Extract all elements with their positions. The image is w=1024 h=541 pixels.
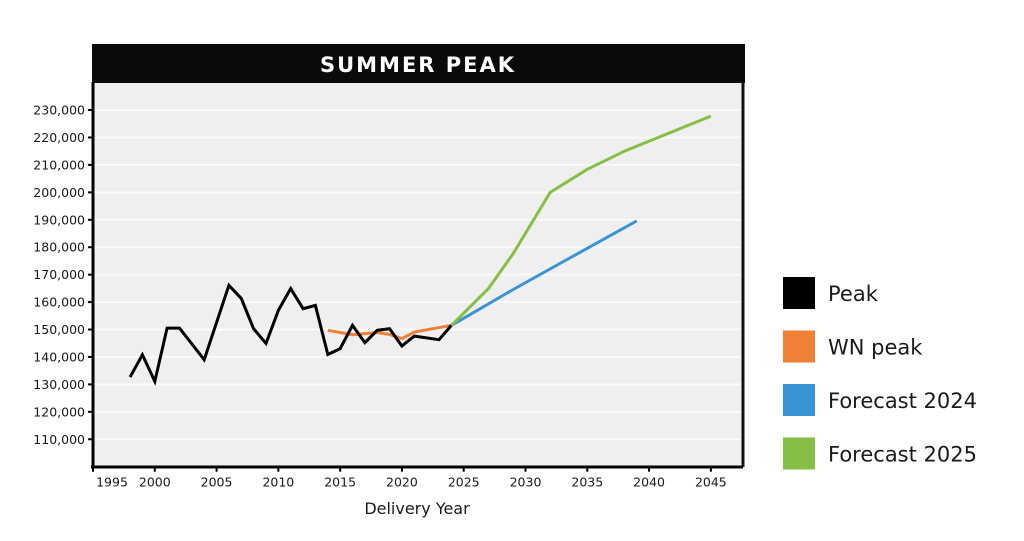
legend-label: WN peak [828,336,923,360]
x-tick-label: 2000 [139,475,171,490]
x-tick-label: 2030 [510,475,542,490]
y-tick-label: 210,000 [33,157,85,172]
legend: Peak WN peak Forecast 2024 Forecast 2025 [783,277,977,470]
grid [93,109,743,441]
title-bar [92,44,745,83]
y-tick-label: 180,000 [33,240,85,255]
y-tick-label: 140,000 [33,349,85,364]
x-tick-label: 2035 [571,475,603,490]
series-line-peak [128,282,453,386]
series-group [128,114,712,386]
legend-swatch [783,384,815,416]
y-tick-label: 150,000 [33,322,85,337]
x-tick-label: 2040 [633,475,665,490]
y-ticks: 110,000 120,000 130,000 140,000 150,000 160,0… [33,103,93,447]
y-tick-label: 130,000 [33,377,85,392]
y-tick-label: 230,000 [33,103,85,118]
x-tick-label: 2020 [386,475,418,490]
legend-label: Forecast 2024 [828,389,977,413]
legend-label: Peak [828,282,879,306]
y-tick-label: 110,000 [33,432,85,447]
x-tick-label: 2025 [448,475,480,490]
legend-swatch [783,437,815,470]
y-tick-label: 120,000 [33,404,85,419]
legend-label: Forecast 2025 [828,443,977,467]
legend-swatch [783,330,815,363]
chart-title: SUMMER PEAK [320,53,516,77]
y-tick-label: 160,000 [33,295,85,310]
x-tick-label: 2005 [201,475,233,490]
x-axis-label: Delivery Year [364,499,470,518]
x-tick-label: 2015 [324,475,356,490]
y-tick-label: 170,000 [33,267,85,282]
y-tick-label: 190,000 [33,212,85,227]
x-tick-label: 2045 [695,475,727,490]
legend-swatch [783,277,815,309]
series-line-forecast-2024 [450,219,638,327]
x-tick-label: 1995 [96,475,128,490]
x-tick-label: 2010 [262,475,294,490]
x-ticks: 1995 2000 2005 2010 2015 2020 2025 2030 2035 2040… [92,466,727,490]
y-tick-label: 220,000 [33,130,85,145]
y-tick-label: 200,000 [33,185,85,200]
